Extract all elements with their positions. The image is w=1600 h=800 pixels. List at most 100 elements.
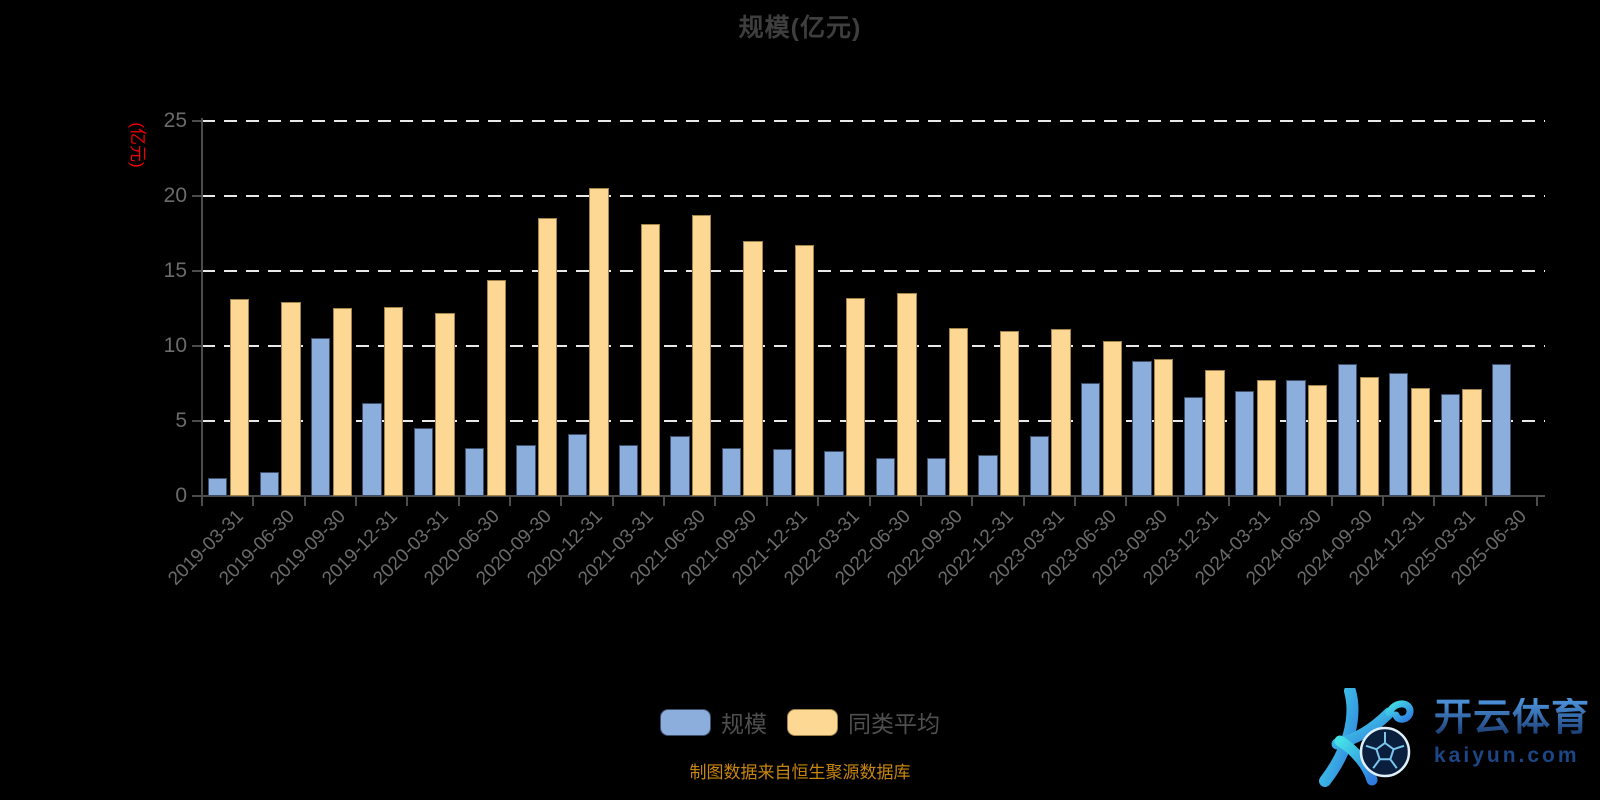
x-tick (919, 497, 922, 506)
bar-scale-2023-06-30[interactable] (1081, 383, 1101, 496)
data-source-note: 制图数据来自恒生聚源数据库 (689, 763, 911, 782)
gridline (202, 194, 1545, 197)
x-tick (1381, 497, 1384, 506)
bar-scale-2019-12-31[interactable] (362, 402, 382, 496)
bar-peer-avg-2022-06-30[interactable] (897, 293, 917, 496)
bar-peer-avg-2025-03-31[interactable] (1462, 389, 1482, 496)
soccer-ball-icon (1359, 726, 1411, 778)
bar-scale-2023-03-31[interactable] (1029, 435, 1050, 496)
bar-peer-avg-2023-12-31[interactable] (1205, 369, 1225, 496)
bar-peer-avg-2021-06-30[interactable] (692, 215, 712, 496)
x-tick (714, 497, 717, 506)
bar-scale-2022-09-30[interactable] (927, 458, 947, 496)
bar-peer-avg-2024-12-31[interactable] (1410, 387, 1431, 496)
x-tick (1227, 497, 1230, 506)
bar-scale-2019-09-30[interactable] (310, 338, 331, 496)
bar-peer-avg-2024-06-30[interactable] (1308, 384, 1328, 496)
bar-peer-avg-2019-09-30[interactable] (332, 308, 352, 496)
bar-scale-2024-12-31[interactable] (1389, 372, 1409, 496)
bar-peer-avg-2021-09-30[interactable] (743, 240, 763, 496)
bar-scale-2022-12-31[interactable] (978, 455, 998, 496)
x-tick (355, 497, 358, 506)
bar-peer-avg-2020-12-31[interactable] (589, 188, 609, 496)
y-tick (192, 344, 202, 347)
bar-scale-2023-12-31[interactable] (1183, 396, 1204, 496)
bar-peer-avg-2021-03-31[interactable] (640, 224, 660, 496)
x-tick (406, 497, 409, 506)
x-tick (560, 497, 563, 506)
y-tick (192, 194, 202, 197)
bar-peer-avg-2023-09-30[interactable] (1154, 359, 1174, 496)
x-tick (971, 497, 974, 506)
y-tick (192, 495, 202, 497)
bar-scale-2024-09-30[interactable] (1337, 363, 1358, 496)
x-tick (1330, 497, 1333, 506)
y-tick (192, 269, 202, 272)
bar-scale-2023-09-30[interactable] (1132, 360, 1152, 496)
legend-label-peer-avg: 同类平均 (848, 711, 940, 737)
bar-scale-2020-09-30[interactable] (516, 444, 536, 496)
y-axis-tick-label: 20 (163, 183, 187, 207)
bar-peer-avg-2019-12-31[interactable] (383, 306, 404, 496)
bar-peer-avg-2024-09-30[interactable] (1359, 377, 1379, 496)
bar-scale-2019-06-30[interactable] (259, 471, 279, 496)
x-tick (868, 497, 871, 506)
legend-swatch-scale (660, 708, 711, 736)
x-tick (1073, 497, 1076, 506)
bar-scale-2020-03-31[interactable] (413, 428, 433, 496)
y-axis-line (201, 118, 203, 497)
bar-scale-2024-06-30[interactable] (1286, 380, 1306, 496)
bar-peer-avg-2019-06-30[interactable] (281, 302, 301, 496)
bar-peer-avg-2021-12-31[interactable] (794, 245, 814, 496)
bar-scale-2021-09-30[interactable] (721, 447, 741, 496)
bar-peer-avg-2023-06-30[interactable] (1102, 341, 1123, 496)
legend-item-scale[interactable]: 规模 (660, 705, 767, 739)
y-tick (192, 419, 202, 422)
bar-peer-avg-2020-03-31[interactable] (435, 312, 455, 496)
brand-domain: kaiyun.com (1434, 743, 1580, 767)
bar-peer-avg-2020-09-30[interactable] (537, 218, 558, 496)
x-tick (663, 497, 666, 506)
bar-peer-avg-2020-06-30[interactable] (486, 279, 506, 496)
brand-logo[interactable]: 开云体育 kaiyun.com (1310, 688, 1590, 788)
bar-scale-2022-03-31[interactable] (824, 450, 844, 496)
legend: 规模 同类平均 (0, 705, 1600, 739)
kaiyun-k-icon (1319, 688, 1414, 787)
x-tick (303, 497, 306, 506)
x-tick (1279, 497, 1282, 506)
bar-peer-avg-2019-03-31[interactable] (229, 299, 250, 496)
bar-peer-avg-2022-09-30[interactable] (948, 327, 969, 496)
x-tick (1125, 497, 1128, 506)
legend-label-scale: 规模 (721, 711, 767, 737)
y-tick (192, 119, 202, 122)
y-axis-tick-label: 10 (163, 333, 187, 357)
legend-item-peer-avg[interactable]: 同类平均 (787, 705, 940, 739)
bar-peer-avg-2024-03-31[interactable] (1256, 380, 1277, 496)
bar-scale-2020-12-31[interactable] (567, 434, 587, 496)
y-axis-tick-label: 15 (163, 258, 187, 282)
brand-name: 开云体育 (1434, 697, 1591, 739)
bar-scale-2021-06-30[interactable] (670, 435, 690, 496)
bar-scale-2022-06-30[interactable] (875, 458, 895, 496)
x-tick (201, 497, 203, 506)
bar-peer-avg-2022-03-31[interactable] (846, 297, 866, 496)
bar-scale-2020-06-30[interactable] (464, 447, 485, 496)
bar-scale-2019-03-31[interactable] (208, 477, 228, 496)
gridline (202, 269, 1545, 272)
bar-scale-2024-03-31[interactable] (1235, 390, 1255, 496)
bar-peer-avg-2023-03-31[interactable] (1051, 329, 1071, 496)
bar-peer-avg-2022-12-31[interactable] (1000, 330, 1020, 496)
x-tick (1022, 497, 1025, 506)
brand-text: 开云体育 kaiyun.com (1434, 688, 1590, 768)
gridline (202, 419, 1545, 422)
x-tick (457, 497, 460, 506)
y-axis-tick-label: 5 (175, 408, 187, 432)
bar-scale-2025-03-31[interactable] (1440, 393, 1460, 496)
bar-scale-2021-12-31[interactable] (773, 449, 793, 496)
bar-scale-2025-06-30[interactable] (1491, 363, 1512, 496)
bar-scale-2021-03-31[interactable] (618, 444, 639, 496)
x-tick (817, 497, 820, 506)
x-tick (509, 497, 512, 506)
